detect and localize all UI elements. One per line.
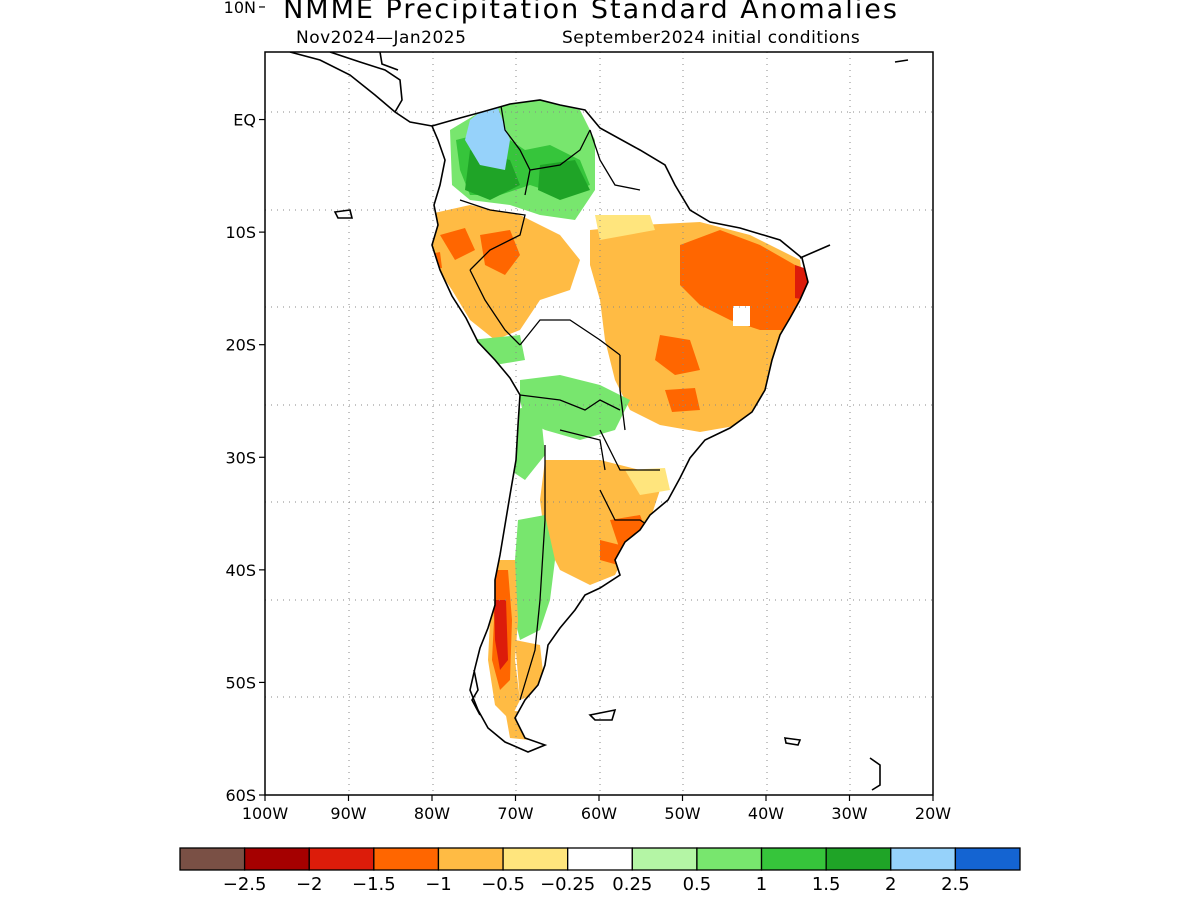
lat-tick-label: 20S [225, 336, 256, 355]
legend-swatch [631, 847, 698, 871]
coastlines [289, 52, 909, 791]
legend-swatch [373, 847, 440, 871]
legend-swatch [437, 847, 504, 871]
legend-swatch [696, 847, 763, 871]
lon-tick-label: 40W [748, 804, 784, 823]
legend-swatch [567, 847, 633, 871]
lon-tick-label: 50W [664, 804, 700, 823]
lon-tick-label: 20W [915, 804, 951, 823]
lat-tick-label: 10N [224, 0, 256, 17]
lat-tick-label: 50S [225, 673, 256, 692]
initial-conditions: September2024 initial conditions [562, 28, 861, 48]
legend-swatch [308, 847, 375, 871]
legend-swatch [179, 847, 246, 871]
lat-tick-label: EQ [233, 111, 256, 130]
lon-tick-label: 100W [242, 804, 289, 823]
legend-label: −0.25 [540, 874, 595, 895]
lon-tick-label: 60W [581, 804, 617, 823]
map-title: NMME Precipitation Standard Anomalies [283, 0, 899, 25]
forecast-period: Nov2024—Jan2025 [296, 28, 467, 48]
legend-swatch [825, 847, 892, 871]
legend-label: 2 [885, 874, 896, 895]
legend-label: 1 [756, 874, 767, 895]
longitude-labels: 100W 90W 80W 70W 60W 50W 40W 30W 20W [242, 804, 951, 823]
color-legend [179, 847, 1021, 871]
legend-label: −2.5 [223, 874, 267, 895]
legend-swatch [243, 847, 310, 871]
legend-labels: −2.5 −2 −1.5 −1 −0.5 −0.25 0.25 0.5 1 1.5 2 2.5 [223, 874, 970, 895]
lat-tick-label: 40S [225, 561, 256, 580]
legend-label: −1 [425, 874, 452, 895]
lon-tick-label: 70W [497, 804, 533, 823]
lat-tick-label: 10S [225, 223, 256, 242]
latitude-labels: 10N EQ 10S 20S 30S 40S 50S 60S [224, 0, 256, 805]
lon-tick-label: 80W [414, 804, 450, 823]
legend-swatch [890, 847, 957, 871]
country-borders [459, 100, 660, 701]
legend-swatch [760, 847, 827, 871]
legend-swatch [502, 847, 569, 871]
lat-tick-label: 60S [225, 786, 256, 805]
legend-label: −0.5 [481, 874, 525, 895]
lon-tick-label: 30W [831, 804, 867, 823]
legend-label: 0.25 [612, 874, 652, 895]
legend-swatch [954, 847, 1021, 871]
lon-tick-label: 90W [330, 804, 366, 823]
lat-tick-label: 30S [225, 448, 256, 467]
axis-ticks [259, 6, 934, 801]
legend-label: 2.5 [941, 874, 970, 895]
legend-label: −2 [296, 874, 323, 895]
legend-label: 0.5 [683, 874, 712, 895]
legend-label: −1.5 [352, 874, 396, 895]
legend-label: 1.5 [812, 874, 841, 895]
